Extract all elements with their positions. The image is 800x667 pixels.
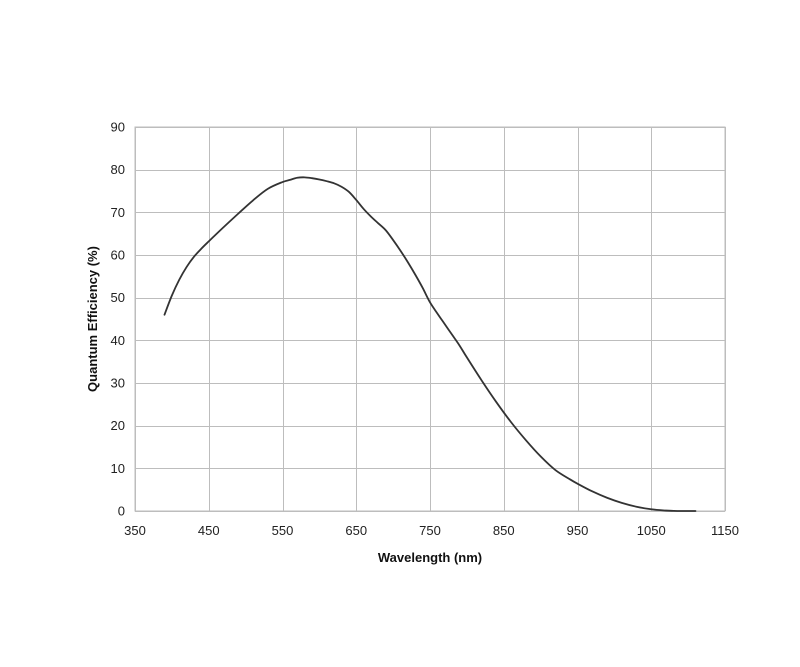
x-tick-label: 750 [419,523,441,538]
x-axis-title: Wavelength (nm) [378,550,482,565]
x-tick-labels: 350 450 550 650 750 850 950 1050 1150 [124,523,739,538]
y-tick-label: 70 [111,205,125,220]
y-tick-label: 20 [111,418,125,433]
grid-lines [135,127,726,512]
x-tick-label: 1050 [637,523,666,538]
x-tick-label: 1150 [711,523,739,538]
x-tick-label: 850 [493,523,515,538]
y-tick-label: 30 [111,376,125,391]
y-tick-label: 60 [111,248,125,263]
y-axis-title: Quantum Efficiency (%) [85,246,100,392]
y-tick-label: 10 [111,461,125,476]
qe-curve-line [163,176,697,512]
plot-area-frame [134,126,726,512]
x-tick-label: 550 [272,523,294,538]
series-layer [163,176,697,512]
x-tick-label: 950 [567,523,589,538]
y-tick-label: 80 [111,162,125,177]
y-tick-label: 50 [111,290,125,305]
x-tick-label: 650 [345,523,367,538]
x-tick-label: 450 [198,523,220,538]
y-tick-label: 90 [111,120,125,135]
x-tick-label: 350 [124,523,146,538]
y-tick-label: 40 [111,333,125,348]
y-tick-label: 0 [118,504,125,519]
y-tick-labels: 0 10 20 30 40 50 60 70 80 90 [111,120,125,519]
